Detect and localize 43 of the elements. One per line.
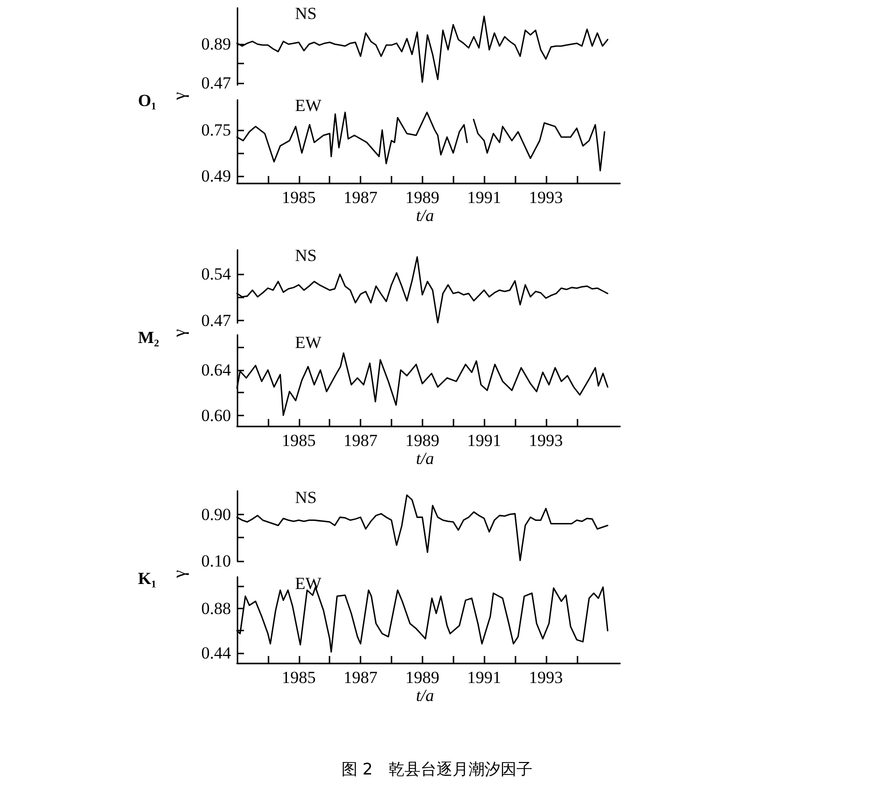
y-tick-label: 0.47 [201, 311, 232, 330]
y-tick-label: 0.49 [201, 166, 231, 186]
y-axis-title: γ [169, 570, 189, 579]
y-tick-label: 0.54 [201, 264, 232, 284]
text: K₁ [138, 569, 156, 588]
x-tick-label: 1987 [344, 668, 378, 687]
text: O₁ [138, 91, 156, 110]
x-axis-title: t/a [416, 686, 434, 705]
x-tick-label: 1993 [528, 668, 563, 687]
chart-title: NS [295, 4, 317, 23]
x-tick-label: 1993 [528, 188, 563, 207]
y-tick-label: 0.47 [201, 74, 232, 93]
chart-title: NS [295, 488, 317, 507]
y-tick-label: 0.75 [201, 120, 231, 140]
text: M₂ [138, 328, 160, 347]
x-tick-label: 1989 [405, 668, 440, 687]
y-tick-label: 0.44 [201, 643, 232, 662]
chart-title: EW [295, 574, 322, 593]
y-tick-label: 0.89 [201, 34, 231, 54]
y-tick-label: 0.90 [201, 504, 231, 524]
y-tick-label: 0.64 [201, 360, 232, 380]
chart-title: EW [295, 333, 322, 352]
x-tick-label: 1985 [282, 431, 316, 450]
x-tick-label: 1991 [467, 188, 502, 207]
x-tick-label: 1991 [467, 668, 502, 687]
x-tick-label: 1989 [405, 188, 440, 207]
x-tick-label: 1987 [344, 188, 378, 207]
y-tick-label: 0.60 [201, 406, 231, 425]
caption: 图 2 乾县台逐月潮汐因子 [341, 760, 533, 778]
x-tick-label: 1985 [282, 188, 316, 207]
x-tick-label: 1991 [467, 431, 502, 450]
y-axis-title: γ [169, 328, 189, 338]
x-axis-title: t/a [416, 449, 434, 468]
chart-title: EW [295, 96, 322, 115]
y-tick-label: 0.10 [201, 552, 231, 570]
x-tick-label: 1987 [344, 431, 378, 450]
y-axis-title: γ [169, 92, 189, 101]
y-tick-label: 0.88 [201, 598, 231, 618]
x-axis-title: t/a [416, 206, 434, 225]
x-tick-label: 1993 [528, 431, 563, 450]
chart-title: NS [295, 246, 317, 265]
x-tick-label: 1985 [282, 668, 316, 687]
x-tick-label: 1989 [405, 431, 440, 450]
